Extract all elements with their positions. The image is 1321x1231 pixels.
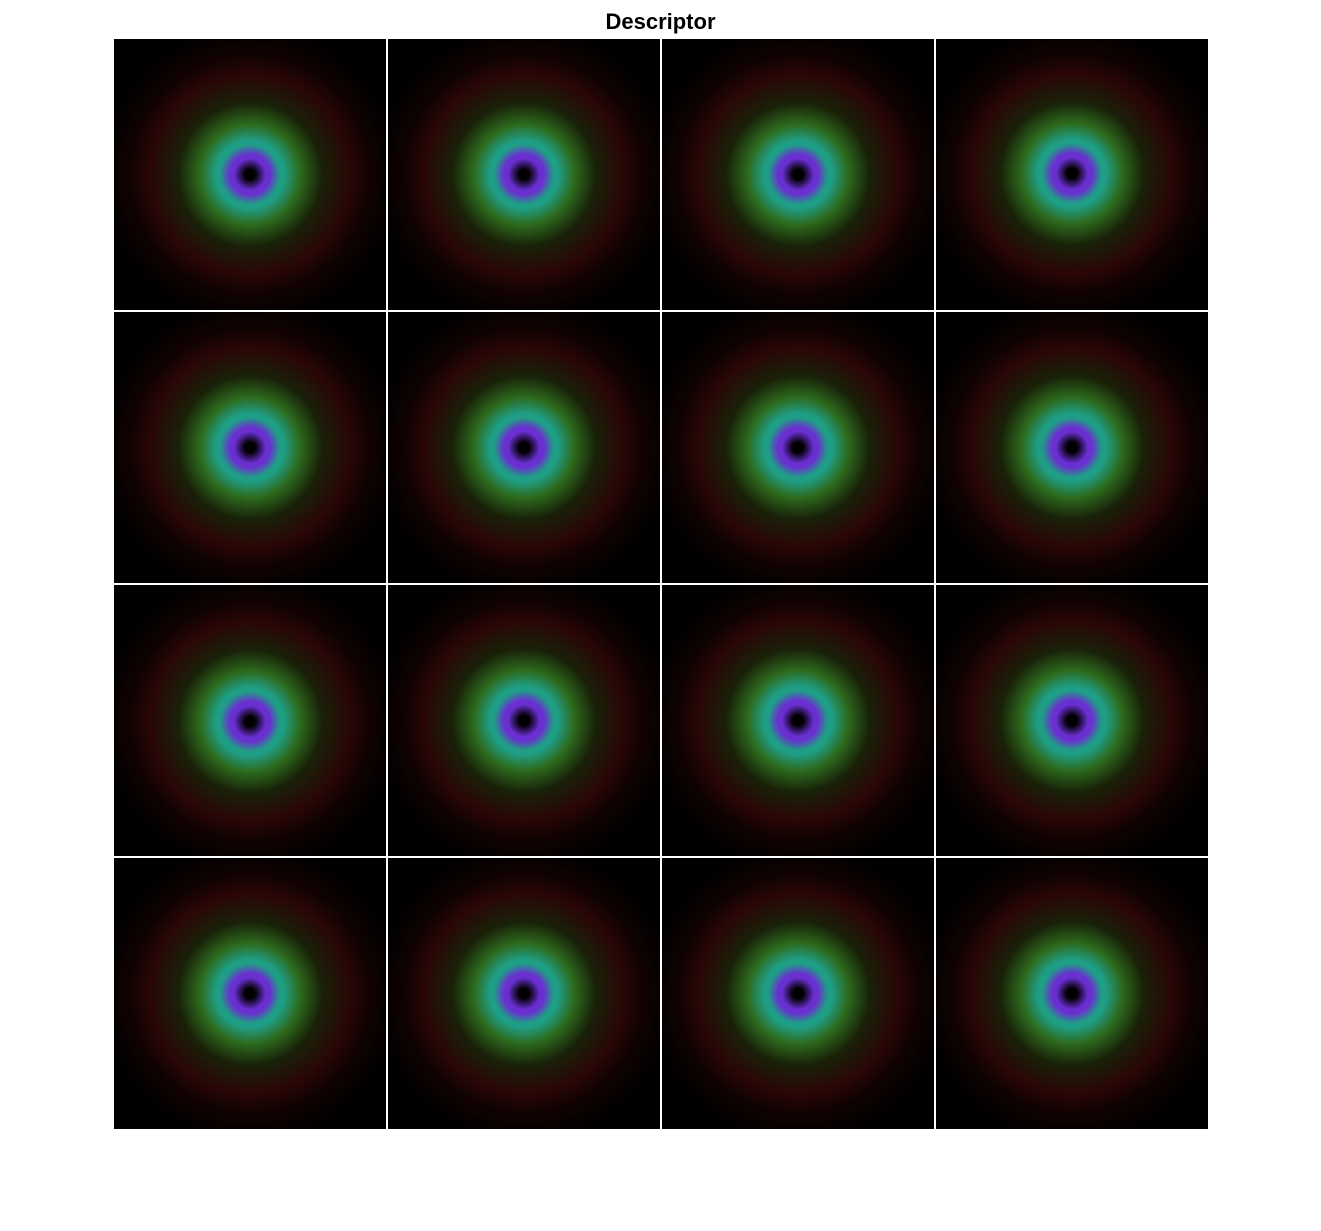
descriptor-blob xyxy=(114,585,386,856)
descriptor-blob xyxy=(388,39,660,310)
figure-title: Descriptor xyxy=(605,9,716,34)
descriptor-blob xyxy=(114,858,386,1129)
descriptor-tile-r4-c2 xyxy=(388,858,660,1129)
descriptor-tile-r4-c3 xyxy=(662,858,934,1129)
descriptor-tile-r2-c3 xyxy=(662,312,934,583)
descriptor-tile-r1-c2 xyxy=(388,39,660,310)
descriptor-blob xyxy=(936,858,1208,1129)
descriptor-blob xyxy=(662,585,934,856)
descriptor-blob xyxy=(388,585,660,856)
descriptor-blob xyxy=(662,858,934,1129)
descriptor-blob xyxy=(114,312,386,583)
descriptor-blob xyxy=(388,312,660,583)
descriptor-tile-r3-c3 xyxy=(662,585,934,856)
descriptor-tile-r1-c1 xyxy=(114,39,386,310)
descriptor-tile-r4-c1 xyxy=(114,858,386,1129)
descriptor-tile-r2-c2 xyxy=(388,312,660,583)
descriptor-tile-r2-c1 xyxy=(114,312,386,583)
descriptor-tile-r3-c2 xyxy=(388,585,660,856)
descriptor-tile-r1-c3 xyxy=(662,39,934,310)
descriptor-blob xyxy=(114,39,386,310)
descriptor-blob xyxy=(936,39,1208,310)
descriptor-tile-r2-c4 xyxy=(936,312,1208,583)
descriptor-tile-r3-c4 xyxy=(936,585,1208,856)
descriptor-tile-r3-c1 xyxy=(114,585,386,856)
descriptor-blob xyxy=(388,858,660,1129)
descriptor-tile-r1-c4 xyxy=(936,39,1208,310)
descriptor-blob xyxy=(936,585,1208,856)
descriptor-blob xyxy=(662,312,934,583)
descriptor-blob xyxy=(662,39,934,310)
descriptor-blob xyxy=(936,312,1208,583)
descriptor-tile-r4-c4 xyxy=(936,858,1208,1129)
descriptor-montage xyxy=(114,39,1208,1131)
